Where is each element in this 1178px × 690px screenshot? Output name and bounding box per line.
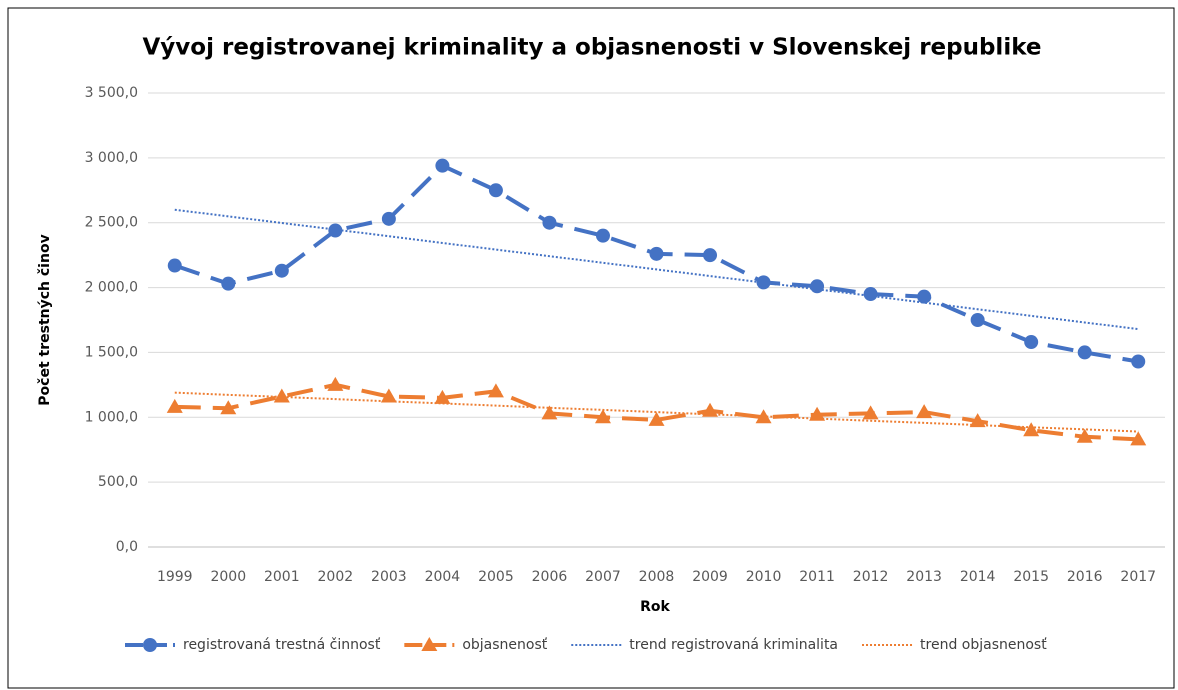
x-tick-label: 2004: [425, 569, 461, 585]
point: [648, 411, 665, 426]
chart-frame: [7, 7, 1175, 689]
point: [434, 389, 451, 404]
point: [143, 638, 157, 652]
y-tick-label: 2 500,0: [85, 215, 138, 231]
legend-label: trend registrovaná kriminalita: [629, 637, 838, 653]
x-tick-label: 2008: [639, 569, 675, 585]
y-axis-label: Počet trestných činov: [37, 234, 53, 405]
point: [810, 279, 825, 294]
x-tick-label: 2005: [478, 569, 514, 585]
point: [435, 158, 450, 173]
x-tick-label: 2009: [692, 569, 728, 585]
legend-label: registrovaná trestná činnosť: [183, 637, 381, 653]
series-line: [174, 391, 1139, 433]
point: [702, 402, 719, 417]
y-tick-label: 3 000,0: [85, 150, 138, 166]
y-tick-label: 1 500,0: [85, 344, 138, 360]
point: [166, 398, 183, 413]
point: [1077, 345, 1092, 360]
x-tick-label: 2014: [960, 569, 996, 585]
point: [1024, 335, 1039, 350]
point: [421, 637, 438, 651]
point: [327, 376, 344, 391]
point: [274, 263, 289, 278]
point: [541, 405, 558, 420]
x-tick-label: 2000: [210, 569, 246, 585]
x-tick-label: 2010: [746, 569, 782, 585]
point: [380, 388, 397, 403]
x-tick-label: 2002: [318, 569, 354, 585]
point: [1023, 422, 1040, 437]
point: [809, 406, 826, 421]
x-tick-label: 2012: [853, 569, 889, 585]
point: [916, 404, 933, 419]
point: [862, 405, 879, 420]
y-tick-label: 2 000,0: [85, 280, 138, 296]
x-axis-label: Rok: [640, 599, 670, 615]
x-tick-label: 2011: [799, 569, 835, 585]
point: [1130, 431, 1147, 446]
point: [595, 228, 610, 243]
x-tick-label: 2006: [532, 569, 568, 585]
y-tick-label: 0,0: [116, 539, 138, 555]
x-tick-label: 2015: [1013, 569, 1049, 585]
x-tick-label: 2003: [371, 569, 407, 585]
y-tick-label: 500,0: [98, 474, 138, 490]
point: [755, 409, 772, 424]
point: [969, 413, 986, 428]
x-tick-label: 2016: [1067, 569, 1103, 585]
legend-label: trend objasnenosť: [920, 637, 1047, 653]
point: [220, 400, 237, 415]
point: [649, 246, 664, 261]
point: [970, 313, 985, 327]
point: [594, 409, 611, 424]
chart-title: Vývoj registrovanej kriminality a objasn…: [143, 35, 1042, 61]
point: [488, 183, 503, 198]
point: [328, 223, 343, 238]
point: [1131, 354, 1146, 369]
point: [917, 289, 932, 304]
point: [756, 275, 771, 290]
point: [1076, 428, 1093, 443]
point: [542, 215, 557, 230]
x-tick-label: 1999: [157, 569, 193, 585]
point: [863, 287, 878, 302]
y-tick-label: 3 500,0: [85, 85, 138, 101]
point: [273, 388, 290, 403]
point: [167, 258, 182, 273]
point: [487, 383, 504, 398]
x-tick-label: 2001: [264, 569, 300, 585]
x-tick-label: 2017: [1120, 569, 1156, 585]
point: [703, 248, 718, 263]
legend-label: objasnenosť: [462, 637, 547, 653]
x-tick-label: 2013: [906, 569, 942, 585]
x-tick-label: 2007: [585, 569, 621, 585]
point: [221, 276, 236, 291]
y-tick-label: 1 000,0: [85, 409, 138, 425]
point: [381, 211, 396, 226]
